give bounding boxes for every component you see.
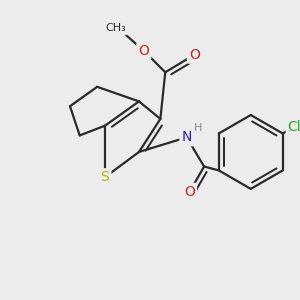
- Text: CH₃: CH₃: [105, 23, 126, 34]
- Text: H: H: [194, 123, 202, 133]
- Text: N: N: [182, 130, 192, 144]
- Text: S: S: [100, 170, 109, 184]
- Text: O: O: [189, 48, 200, 62]
- Text: O: O: [138, 44, 149, 58]
- Text: O: O: [184, 185, 195, 199]
- Text: Cl: Cl: [288, 120, 300, 134]
